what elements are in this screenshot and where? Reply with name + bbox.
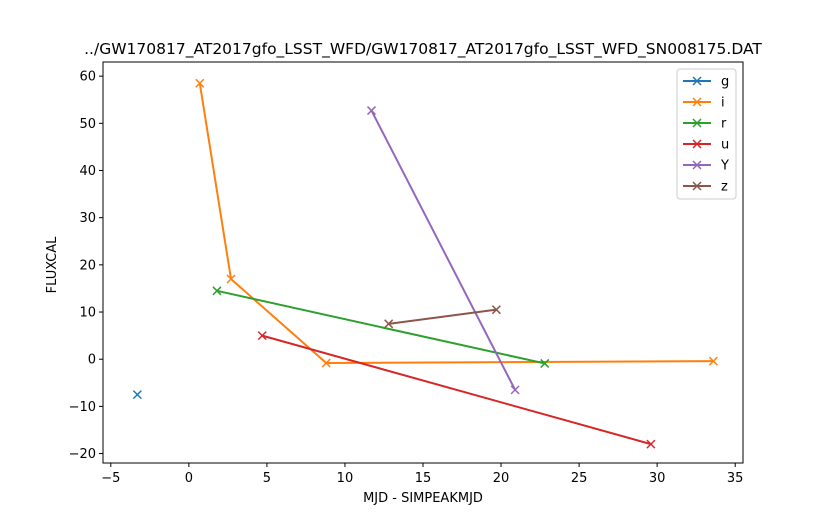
plot-frame xyxy=(102,61,744,464)
data-point-u xyxy=(257,331,267,341)
legend-item-g: g xyxy=(683,75,729,90)
legend-marker xyxy=(692,76,702,86)
legend-marker xyxy=(692,139,702,149)
legend-label: g xyxy=(721,75,729,90)
data-point-i xyxy=(226,274,236,284)
legend-item-r: r xyxy=(683,117,727,132)
x-tick-label: −5 xyxy=(101,471,120,486)
x-tick-label: 10 xyxy=(337,471,354,486)
legend-label: r xyxy=(721,117,727,132)
series-u xyxy=(257,331,656,449)
legend-item-z: z xyxy=(683,180,728,195)
legend-label: z xyxy=(721,180,728,195)
y-tick-label: 40 xyxy=(79,164,96,179)
plot-area xyxy=(132,78,718,449)
data-point-r xyxy=(212,286,222,296)
y-tick-label: 30 xyxy=(79,211,96,226)
x-tick-label: 15 xyxy=(415,471,432,486)
y-tick-label: 60 xyxy=(79,70,96,85)
x-tick-label: 5 xyxy=(263,471,271,486)
legend-marker xyxy=(692,181,702,191)
legend-item-Y: Y xyxy=(683,159,729,174)
series-z xyxy=(384,305,501,329)
series-line-r xyxy=(216,289,545,365)
y-tick-label: 0 xyxy=(88,353,96,368)
legend-label: Y xyxy=(720,159,729,174)
legend-marker xyxy=(692,118,702,128)
x-axis-label: MJD - SIMPEAKMJD xyxy=(363,491,483,506)
chart-title: ../GW170817_AT2017gfo_LSST_WFD/GW170817_… xyxy=(84,40,762,59)
series-g xyxy=(132,390,142,400)
data-point-g xyxy=(132,390,142,400)
data-point-u xyxy=(646,439,656,449)
series-r xyxy=(212,286,550,368)
legend-marker xyxy=(692,97,702,107)
x-tick-label: 25 xyxy=(571,471,588,486)
data-point-z xyxy=(491,305,501,315)
legend-item-i: i xyxy=(683,96,725,111)
series-line-z xyxy=(388,308,497,325)
legend-label: u xyxy=(721,138,729,153)
data-point-Y xyxy=(366,106,377,116)
x-axis: −5 0 5 10 15 20 25 30 35 xyxy=(101,463,743,486)
y-tick-label: 10 xyxy=(79,306,96,321)
legend-marker xyxy=(692,160,702,170)
data-point-i xyxy=(195,78,205,88)
y-tick-label: −10 xyxy=(69,400,96,415)
y-tick-label: 50 xyxy=(79,117,96,132)
x-tick-label: 0 xyxy=(185,471,193,486)
series-i xyxy=(195,78,718,368)
series-line-Y xyxy=(370,110,516,391)
x-tick-label: 35 xyxy=(727,471,744,486)
y-tick-label: 20 xyxy=(79,258,96,273)
legend-label: i xyxy=(721,96,725,111)
data-point-z xyxy=(384,319,394,329)
series-line-i xyxy=(198,83,714,364)
x-tick-label: 30 xyxy=(649,471,666,486)
y-tick-label: −20 xyxy=(69,447,96,462)
series-Y xyxy=(366,106,520,395)
data-point-i xyxy=(708,356,718,366)
data-point-Y xyxy=(510,385,520,395)
legend-item-u: u xyxy=(683,138,729,153)
y-axis: −20 −10 0 10 20 30 40 50 60 xyxy=(69,70,103,462)
data-point-r xyxy=(540,358,550,368)
x-tick-label: 20 xyxy=(493,471,510,486)
series-line-u xyxy=(261,334,652,446)
y-axis-label: FLUXCAL xyxy=(45,236,60,294)
data-point-i xyxy=(321,358,331,368)
